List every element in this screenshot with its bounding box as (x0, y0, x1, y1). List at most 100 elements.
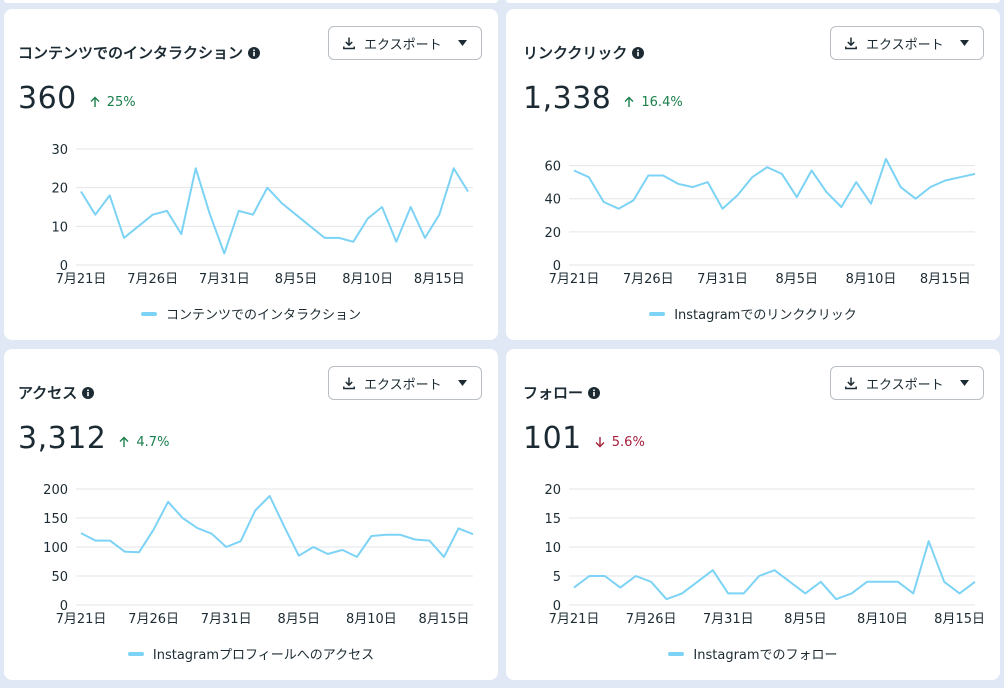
x-tick-label: 7月21日 (549, 272, 600, 287)
legend-swatch (668, 651, 685, 656)
legend-label: Instagramでのフォロー (693, 648, 838, 663)
y-tick-label: 20 (544, 226, 561, 241)
metric-value: 1,338 (523, 81, 612, 116)
card-title-text: アクセス (18, 384, 78, 402)
y-tick-label: 200 (43, 483, 68, 498)
series-line (573, 540, 976, 601)
card-title: リンククリック (523, 42, 645, 63)
info-icon[interactable] (248, 46, 261, 59)
export-button[interactable]: エクスポート (328, 366, 482, 400)
y-tick-label: 100 (43, 541, 68, 556)
y-tick-label: 20 (544, 483, 561, 498)
x-tick-label: 7月31日 (199, 272, 250, 287)
metric-change-value: 5.6% (611, 434, 645, 450)
x-tick-label: 7月21日 (549, 612, 600, 627)
x-tick-label: 8月15日 (414, 272, 465, 287)
chevron-down-icon (458, 40, 467, 46)
x-tick-label: 8月5日 (275, 272, 318, 287)
arrow-up-icon (90, 96, 100, 107)
export-button-label: エクスポート (364, 37, 442, 53)
metric: 101 5.6% (523, 421, 645, 456)
y-tick-label: 0 (553, 599, 561, 614)
export-button-label: エクスポート (364, 377, 442, 393)
info-icon[interactable] (588, 386, 601, 399)
card-profile-visits: アクセス エクスポート 3,312 4.7% 0 50 100 150 200 7月21日… (4, 349, 498, 680)
x-tick-label: 8月5日 (776, 272, 819, 287)
legend-label: Instagramプロフィールへのアクセス (152, 648, 375, 663)
y-tick-label: 150 (43, 512, 68, 527)
chart-legend: Instagramでのリンククリック (506, 304, 1000, 323)
x-tick-label: 8月10日 (857, 612, 908, 627)
x-tick-label: 7月26日 (623, 272, 674, 287)
y-tick-label: 10 (51, 220, 68, 235)
y-tick-label: 0 (60, 259, 68, 274)
metric: 3,312 4.7% (18, 421, 169, 456)
download-icon (343, 37, 355, 50)
series-line (573, 157, 976, 210)
x-tick-label: 8月15日 (419, 612, 470, 627)
metric-change: 25% (89, 95, 136, 110)
metric-change-value: 16.4% (641, 94, 683, 110)
card-content-interactions: コンテンツでのインタラクション エクスポート 360 25% 0 10 20 30 7月… (4, 9, 498, 340)
series-line (80, 495, 474, 558)
chevron-down-icon (960, 380, 969, 386)
line-chart: 0 50 100 150 200 7月21日 7月26日 7月31日 8月5日 8月10日 8月15… (43, 483, 474, 627)
legend-label: Instagramでのリンククリック (674, 308, 857, 323)
arrow-down-icon (595, 437, 605, 448)
arrow-up-icon (119, 436, 129, 447)
y-tick-label: 0 (60, 599, 68, 614)
x-tick-label: 8月10日 (342, 272, 393, 287)
metric: 1,338 16.4% (523, 81, 683, 116)
metric-value: 360 (18, 81, 77, 116)
card-title: コンテンツでのインタラクション (18, 42, 261, 63)
x-tick-label: 7月26日 (127, 272, 178, 287)
metric-change: 4.7% (118, 435, 169, 450)
download-icon (845, 37, 857, 50)
x-tick-label: 7月26日 (128, 612, 179, 627)
chart-legend: Instagramプロフィールへのアクセス (4, 644, 498, 663)
y-tick-label: 30 (51, 143, 68, 158)
card-title: アクセス (18, 382, 95, 403)
legend-swatch (649, 311, 666, 316)
chevron-down-icon (458, 380, 467, 386)
export-button-label: エクスポート (866, 377, 944, 393)
card-link-clicks: リンククリック エクスポート 1,338 16.4% 0 20 40 60 7月21日 7… (506, 9, 1000, 340)
download-icon (343, 377, 355, 390)
metric-value: 3,312 (18, 421, 107, 456)
info-icon[interactable] (632, 46, 645, 59)
metric-value: 101 (523, 421, 582, 456)
metric: 360 25% (18, 81, 136, 116)
chart-legend: コンテンツでのインタラクション (4, 304, 498, 323)
x-tick-label: 8月5日 (278, 612, 321, 627)
export-button[interactable]: エクスポート (328, 26, 482, 60)
x-tick-label: 8月15日 (920, 272, 971, 287)
metric-change: 5.6% (594, 435, 645, 450)
x-tick-label: 7月31日 (697, 272, 748, 287)
legend-label: コンテンツでのインタラクション (165, 308, 361, 323)
x-tick-label: 8月10日 (346, 612, 397, 627)
series-line (80, 167, 469, 255)
x-tick-label: 8月15日 (934, 612, 985, 627)
x-tick-label: 7月26日 (626, 612, 677, 627)
x-tick-label: 8月10日 (846, 272, 897, 287)
y-tick-label: 15 (544, 512, 561, 527)
line-chart: 0 5 10 15 20 7月21日 7月26日 7月31日 8月5日 8月10日 8月15日 (544, 483, 985, 627)
export-button[interactable]: エクスポート (830, 26, 984, 60)
card-title: フォロー (523, 382, 601, 403)
x-tick-label: 7月31日 (201, 612, 252, 627)
line-chart: 0 20 40 60 7月21日 7月26日 7月31日 8月5日 8月10日 8月15日 (544, 157, 976, 287)
y-tick-label: 20 (51, 182, 68, 197)
info-icon[interactable] (82, 386, 95, 399)
metric-change-value: 25% (106, 94, 136, 110)
line-chart: 0 10 20 30 7月21日 7月26日 7月31日 8月5日 8月10日 8月15日 (51, 143, 473, 287)
card-title-text: フォロー (523, 384, 584, 402)
y-tick-label: 0 (553, 259, 561, 274)
metric-change-value: 4.7% (136, 434, 170, 450)
legend-swatch (127, 651, 144, 656)
previous-card-edge (506, 0, 1000, 3)
y-tick-label: 40 (544, 193, 561, 208)
export-button[interactable]: エクスポート (830, 366, 984, 400)
chevron-down-icon (960, 40, 969, 46)
x-tick-label: 7月21日 (56, 612, 107, 627)
y-tick-label: 5 (553, 570, 561, 585)
